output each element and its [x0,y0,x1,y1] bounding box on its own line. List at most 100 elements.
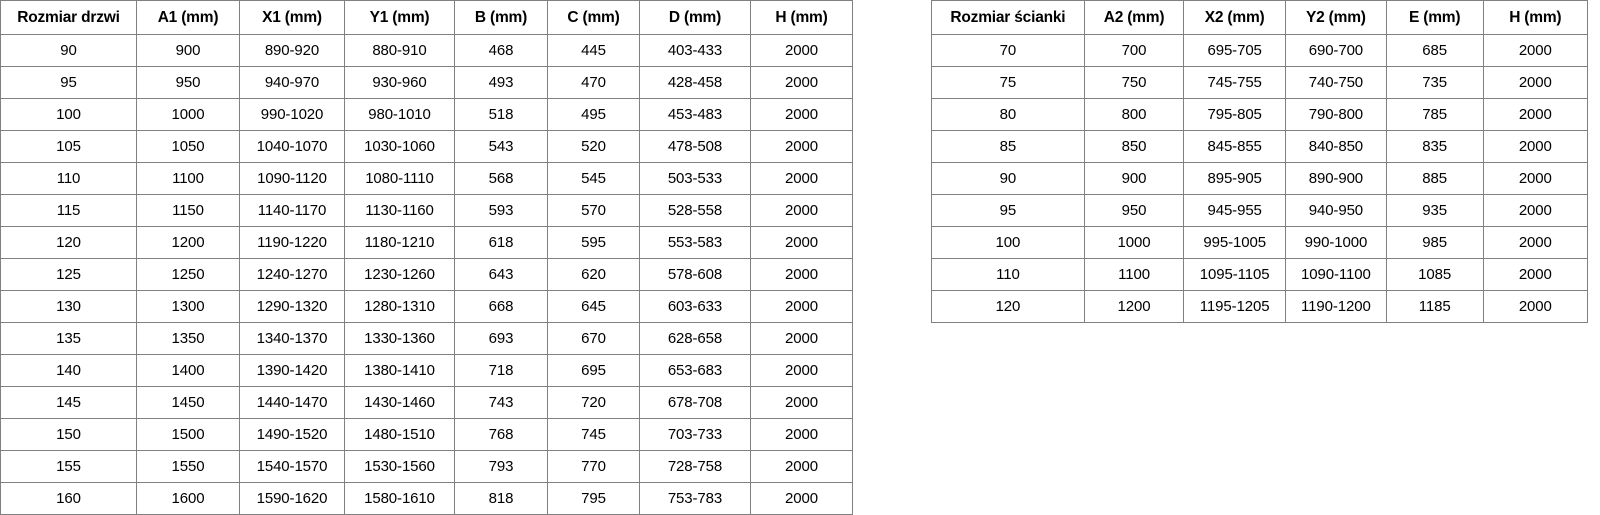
table-row: 95 950 940-970 930-960 493 470 428-458 2000 [0,66,853,99]
table-row: 75 750 745-755 740-750 735 2000 [931,66,1589,99]
table-cell: 2000 [750,354,853,387]
table-cell: 880-910 [344,34,455,67]
table-row: 160 1600 1590-1620 1580-1610 818 795 753-783 20… [0,482,853,515]
table-cell: 2000 [750,450,853,483]
table-row: 90 900 895-905 890-900 885 2000 [931,162,1589,195]
table-cell: 895-905 [1183,162,1287,195]
wall-table-body: 70 700 695-705 690-700 685 2000 75 750 745-755 74… [931,34,1589,323]
table-cell: 753-783 [639,482,751,515]
table-cell: 553-583 [639,226,751,259]
table-cell: 1530-1560 [344,450,455,483]
table-cell: 718 [454,354,548,387]
table-cell: 890-900 [1285,162,1387,195]
table-cell: 80 [931,98,1085,131]
table-cell: 2000 [1482,194,1589,227]
table-cell: 2000 [750,194,853,227]
table-cell: 2000 [750,482,853,515]
column-header-4: E (mm) [1385,0,1484,35]
door-table-head: Rozmiar drzwi A1 (mm) X1 (mm) Y1 (mm) B (mm)… [0,0,853,35]
table-cell: 1100 [1083,258,1185,291]
table-header-row: Rozmiar drzwi A1 (mm) X1 (mm) Y1 (mm) B (mm)… [0,0,853,35]
table-cell: 520 [547,130,640,163]
table-cell: 85 [931,130,1085,163]
wall-table-head: Rozmiar ścianki A2 (mm) X2 (mm) Y2 (mm) E (m… [931,0,1589,35]
table-cell: 1100 [136,162,240,195]
table-row: 70 700 695-705 690-700 685 2000 [931,34,1589,67]
table-cell: 990-1020 [239,98,345,131]
table-cell: 1280-1310 [344,290,455,323]
table-cell: 1240-1270 [239,258,345,291]
table-cell: 428-458 [639,66,751,99]
table-cell: 2000 [1482,66,1589,99]
table-cell: 693 [454,322,548,355]
table-cell: 728-758 [639,450,751,483]
table-row: 150 1500 1490-1520 1480-1510 768 745 703-733 20… [0,418,853,451]
table-cell: 1030-1060 [344,130,455,163]
table-cell: 835 [1385,130,1484,163]
table-cell: 100 [931,226,1085,259]
table-row: 100 1000 995-1005 990-1000 985 2000 [931,226,1589,259]
table-row: 155 1550 1540-1570 1530-1560 793 770 728-758 20… [0,450,853,483]
table-cell: 468 [454,34,548,67]
table-cell: 493 [454,66,548,99]
table-cell: 1580-1610 [344,482,455,515]
table-cell: 90 [0,34,137,67]
table-cell: 668 [454,290,548,323]
table-cell: 1200 [1083,290,1185,323]
table-cell: 743 [454,386,548,419]
table-cell: 130 [0,290,137,323]
table-row: 110 1100 1090-1120 1080-1110 568 545 503-533 20… [0,162,853,195]
table-cell: 1390-1420 [239,354,345,387]
table-cell: 750 [1083,66,1185,99]
table-cell: 478-508 [639,130,751,163]
table-cell: 945-955 [1183,194,1287,227]
table-cell: 568 [454,162,548,195]
table-cell: 935 [1385,194,1484,227]
table-cell: 900 [1083,162,1185,195]
table-cell: 768 [454,418,548,451]
column-header-6: D (mm) [639,0,751,35]
table-cell: 403-433 [639,34,751,67]
table-cell: 1230-1260 [344,258,455,291]
table-cell: 643 [454,258,548,291]
table-cell: 885 [1385,162,1484,195]
table-row: 120 1200 1190-1220 1180-1210 618 595 553-583 20… [0,226,853,259]
table-cell: 685 [1385,34,1484,67]
column-header-3: Y1 (mm) [344,0,455,35]
table-cell: 528-558 [639,194,751,227]
table-cell: 793 [454,450,548,483]
table-cell: 645 [547,290,640,323]
table-cell: 1000 [136,98,240,131]
table-row: 140 1400 1390-1420 1380-1410 718 695 653-683 20… [0,354,853,387]
table-cell: 1200 [136,226,240,259]
table-cell: 770 [547,450,640,483]
table-cell: 140 [0,354,137,387]
table-cell: 790-800 [1285,98,1387,131]
table-cell: 470 [547,66,640,99]
table-cell: 1600 [136,482,240,515]
table-row: 100 1000 990-1020 980-1010 518 495 453-483 2000 [0,98,853,131]
table-cell: 2000 [750,130,853,163]
table-cell: 620 [547,258,640,291]
table-cell: 110 [931,258,1085,291]
table-cell: 578-608 [639,258,751,291]
table-cell: 1130-1160 [344,194,455,227]
table-cell: 145 [0,386,137,419]
table-cell: 740-750 [1285,66,1387,99]
table-row: 145 1450 1440-1470 1430-1460 743 720 678-708 20… [0,386,853,419]
table-cell: 678-708 [639,386,751,419]
table-cell: 695 [547,354,640,387]
table-cell: 818 [454,482,548,515]
table-cell: 1490-1520 [239,418,345,451]
table-cell: 105 [0,130,137,163]
table-cell: 150 [0,418,137,451]
table-cell: 795-805 [1183,98,1287,131]
table-cell: 795 [547,482,640,515]
table-cell: 2000 [750,290,853,323]
table-cell: 950 [1083,194,1185,227]
table-cell: 695-705 [1183,34,1287,67]
table-cell: 2000 [1482,258,1589,291]
table-cell: 995-1005 [1183,226,1287,259]
table-cell: 115 [0,194,137,227]
